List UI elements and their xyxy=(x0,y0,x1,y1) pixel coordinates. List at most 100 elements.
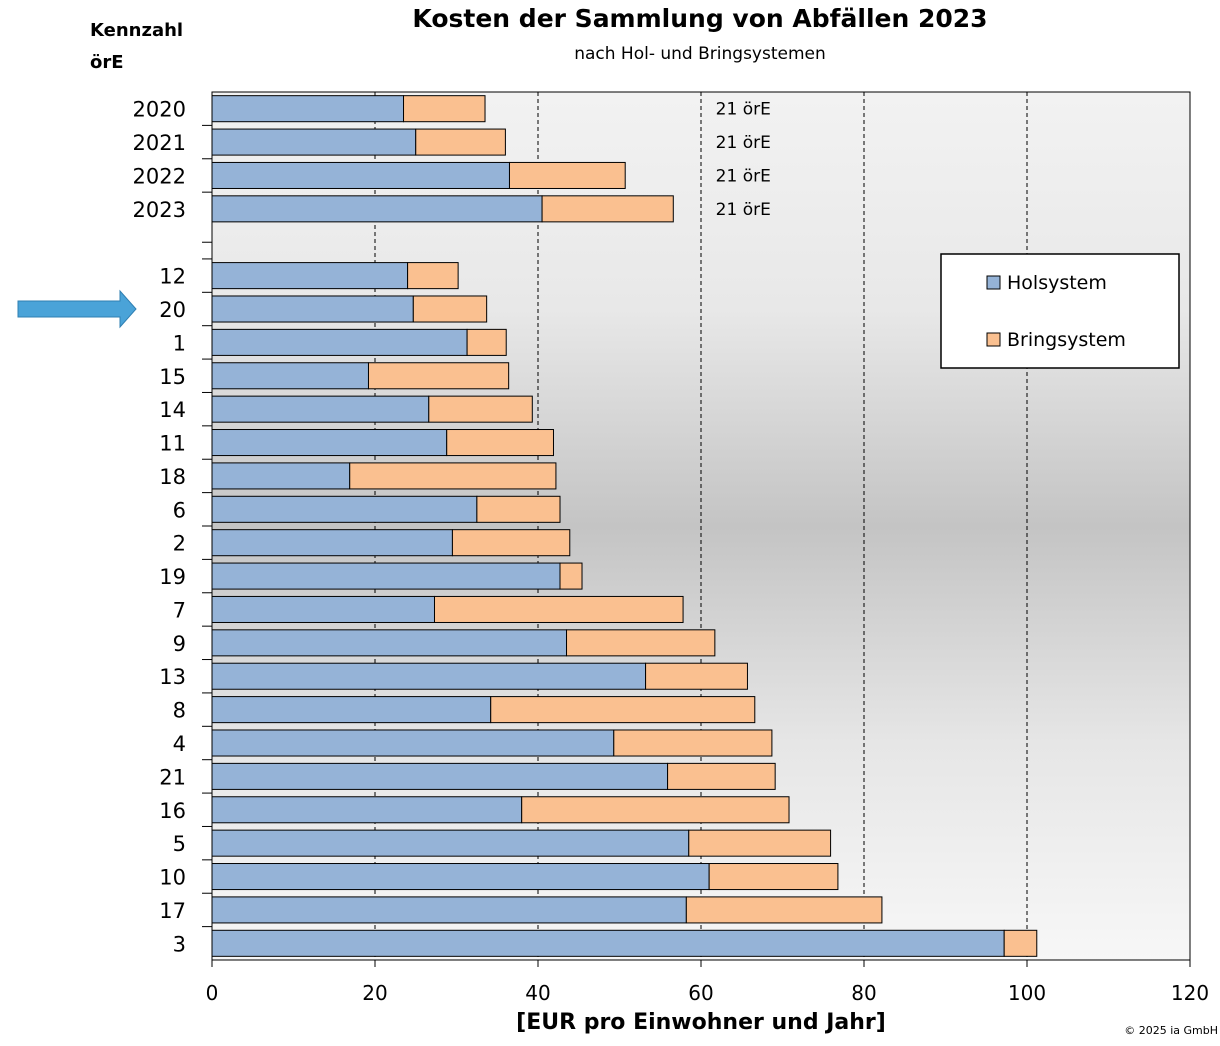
bar-bringsystem xyxy=(490,696,756,724)
category-label: 14 xyxy=(159,398,186,422)
bar-bringsystem xyxy=(521,796,790,824)
bar-holsystem xyxy=(211,128,417,156)
category-label: 3 xyxy=(173,932,186,956)
bar-bringsystem xyxy=(685,896,883,924)
bar-bringsystem xyxy=(451,529,571,557)
category-label: 19 xyxy=(159,565,186,589)
category-label: 2020 xyxy=(133,98,186,122)
bar-bringsystem xyxy=(688,829,832,857)
category-header-line2: örE xyxy=(90,52,124,73)
bar-bringsystem xyxy=(407,262,459,290)
annotation-label: 21 örE xyxy=(716,166,771,186)
bar-holsystem xyxy=(211,896,687,924)
annotation-label: 21 örE xyxy=(716,200,771,220)
x-tick-label: 0 xyxy=(206,981,219,1005)
bar-holsystem xyxy=(211,696,492,724)
legend-label: Holsystem xyxy=(1007,272,1107,294)
bar-bringsystem xyxy=(349,462,557,490)
bar-holsystem xyxy=(211,796,523,824)
chart-subtitle: nach Hol- und Bringsystemen xyxy=(574,44,826,64)
bar-bringsystem xyxy=(559,562,583,590)
bar-bringsystem xyxy=(415,128,506,156)
category-label: 11 xyxy=(159,432,186,456)
category-header-line1: Kennzahl xyxy=(90,20,184,41)
legend-box xyxy=(940,253,1180,369)
chart-title: Kosten der Sammlung von Abfällen 2023 xyxy=(412,4,988,33)
x-tick-label: 20 xyxy=(362,981,387,1005)
bar-bringsystem xyxy=(403,95,486,123)
bar-holsystem xyxy=(211,929,1005,957)
bar-holsystem xyxy=(211,662,647,690)
bar-holsystem xyxy=(211,829,690,857)
bar-bringsystem xyxy=(433,595,684,623)
bar-holsystem xyxy=(211,729,615,757)
category-label: 12 xyxy=(159,265,186,289)
bar-holsystem xyxy=(211,295,414,323)
right-arrow-icon xyxy=(17,289,137,329)
bar-holsystem xyxy=(211,429,448,457)
annotation-label: 21 örE xyxy=(716,100,771,120)
legend: Holsystem Bringsystem xyxy=(940,253,1180,369)
category-label: 13 xyxy=(159,665,186,689)
bar-holsystem xyxy=(211,629,568,657)
category-label: 1 xyxy=(173,331,186,355)
bar-bringsystem xyxy=(446,429,554,457)
legend-swatch xyxy=(986,275,1001,290)
category-label: 8 xyxy=(173,699,186,723)
category-label: 16 xyxy=(159,799,186,823)
bar-bringsystem xyxy=(367,362,510,390)
category-label: 20 xyxy=(159,298,186,322)
category-label: 9 xyxy=(173,632,186,656)
bar-bringsystem xyxy=(566,629,716,657)
bar-holsystem xyxy=(211,161,510,189)
bar-bringsystem xyxy=(708,863,839,891)
bar-holsystem xyxy=(211,195,543,223)
bar-holsystem xyxy=(211,95,405,123)
category-label: 2022 xyxy=(133,164,186,188)
bar-holsystem xyxy=(211,595,435,623)
category-label: 2021 xyxy=(133,131,186,155)
bar-bringsystem xyxy=(476,495,561,523)
x-tick-label: 120 xyxy=(1171,981,1209,1005)
category-label: 10 xyxy=(159,866,186,890)
x-tick-label: 100 xyxy=(1008,981,1046,1005)
bar-bringsystem xyxy=(466,328,507,356)
category-label: 4 xyxy=(173,732,186,756)
bar-holsystem xyxy=(211,529,453,557)
bar-holsystem xyxy=(211,762,669,790)
x-tick-label: 60 xyxy=(688,981,713,1005)
bar-bringsystem xyxy=(428,395,533,423)
bar-bringsystem xyxy=(1003,929,1038,957)
bar-bringsystem xyxy=(508,161,626,189)
legend-swatch xyxy=(986,332,1001,347)
bar-holsystem xyxy=(211,262,409,290)
bar-holsystem xyxy=(211,395,430,423)
category-label: 17 xyxy=(159,899,186,923)
x-axis-label: [EUR pro Einwohner und Jahr] xyxy=(516,1010,886,1035)
category-label: 15 xyxy=(159,365,186,389)
annotation-label: 21 örE xyxy=(716,133,771,153)
bar-holsystem xyxy=(211,362,369,390)
category-label: 7 xyxy=(173,598,186,622)
bar-bringsystem xyxy=(667,762,776,790)
legend-label: Bringsystem xyxy=(1007,329,1126,351)
x-tick-label: 80 xyxy=(851,981,876,1005)
category-label: 6 xyxy=(173,498,186,522)
bar-bringsystem xyxy=(412,295,488,323)
x-tick-label: 40 xyxy=(525,981,550,1005)
bar-bringsystem xyxy=(541,195,674,223)
category-label: 21 xyxy=(159,765,186,789)
bar-holsystem xyxy=(211,495,478,523)
copyright-note: © 2025 ia GmbH xyxy=(1124,1024,1218,1037)
bar-holsystem xyxy=(211,562,561,590)
bar-holsystem xyxy=(211,863,710,891)
bar-holsystem xyxy=(211,462,351,490)
category-label: 18 xyxy=(159,465,186,489)
category-label: 2 xyxy=(173,532,186,556)
category-label: 5 xyxy=(173,832,186,856)
bar-bringsystem xyxy=(645,662,748,690)
category-label: 2023 xyxy=(133,198,186,222)
bar-holsystem xyxy=(211,328,468,356)
bar-bringsystem xyxy=(613,729,773,757)
